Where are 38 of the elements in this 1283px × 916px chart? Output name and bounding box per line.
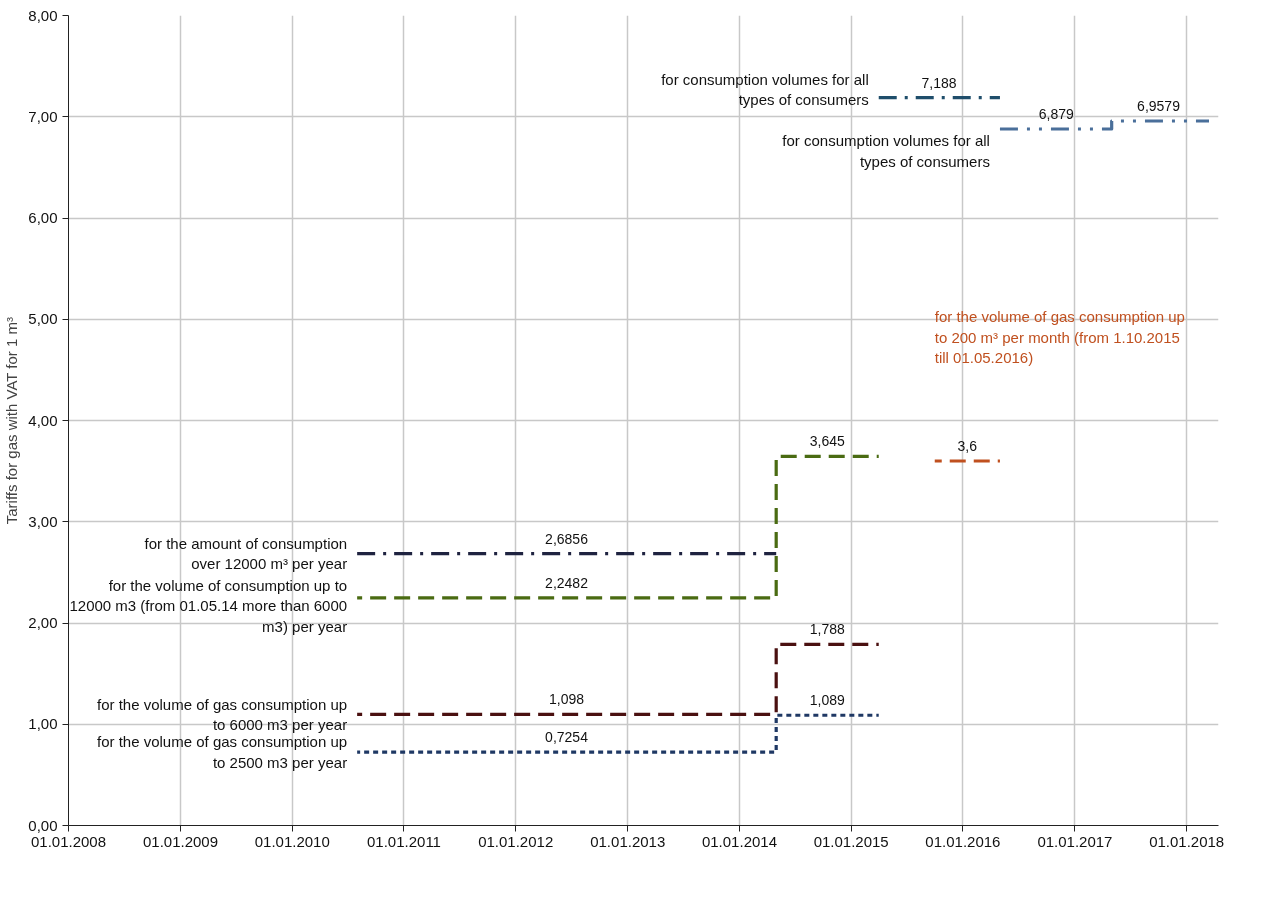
annotation: 2,2482 bbox=[545, 574, 589, 591]
annotation: 7,188 bbox=[921, 74, 957, 91]
x-tick-label: 01.01.2016 bbox=[925, 832, 1001, 850]
annotation: 2,6856 bbox=[545, 530, 589, 547]
series-label: for the amount of consumption over 12000 m³ per year bbox=[144, 534, 348, 573]
y-axis-title: Tariffs for gas with VAT for 1 m³ bbox=[3, 316, 21, 525]
annotation: 1,089 bbox=[809, 692, 846, 709]
annotation: 3,6 bbox=[957, 438, 978, 454]
x-tick-label: 01.01.2011 bbox=[367, 832, 441, 850]
y-tick-label: 8,00 bbox=[28, 6, 58, 24]
y-tick-label: 3,00 bbox=[28, 512, 58, 530]
x-tick-label: 01.01.2008 bbox=[30, 832, 107, 850]
y-tick-label: 6,00 bbox=[28, 209, 58, 226]
text: for the volume of gas consumption up to 200 m³ per month (from 1.10.2015 till 01.05.2016) bbox=[934, 308, 1185, 366]
y-tick-label: 5,00 bbox=[28, 310, 58, 328]
x-tick-label: 01.01.2009 bbox=[142, 832, 219, 850]
annotation: 3,645 bbox=[809, 433, 846, 450]
y-tick-label: 4,00 bbox=[28, 411, 58, 429]
series-label: for the volume of consumption up to 12000 m3 (from 01.05.14 more than 6000 m3) per year bbox=[69, 576, 348, 635]
annotation: 1,098 bbox=[549, 691, 585, 708]
x-tick-label: 01.01.2018 bbox=[1149, 832, 1225, 850]
series-label: for consumption volumes for all types of consumers bbox=[782, 132, 990, 170]
annotation: 0,7254 bbox=[545, 729, 589, 746]
x-tick-label: 01.01.2014 bbox=[701, 832, 777, 850]
annotation: 6,879 bbox=[1038, 106, 1074, 122]
annotation: 1,788 bbox=[809, 621, 846, 638]
x-tick-label: 01.01.2015 bbox=[813, 832, 889, 850]
y-tick-label: 2,00 bbox=[28, 614, 58, 631]
x-tick-label: 01.01.2017 bbox=[1037, 832, 1113, 850]
series-label: for consumption volumes for all types of consumers bbox=[661, 71, 869, 109]
series-label: for the volume of gas consumption up to 2500 m3 per year bbox=[97, 733, 348, 771]
y-tick-label: 1,00 bbox=[28, 715, 58, 733]
x-tick-label: 01.01.2012 bbox=[478, 832, 554, 850]
x-tick-label: 01.01.2010 bbox=[254, 832, 330, 850]
x-tick-label: 01.01.2013 bbox=[590, 832, 666, 850]
annotation: 6,9579 bbox=[1137, 98, 1181, 115]
y-tick-label: 0,00 bbox=[28, 816, 58, 834]
y-tick-label: 7,00 bbox=[28, 107, 58, 125]
